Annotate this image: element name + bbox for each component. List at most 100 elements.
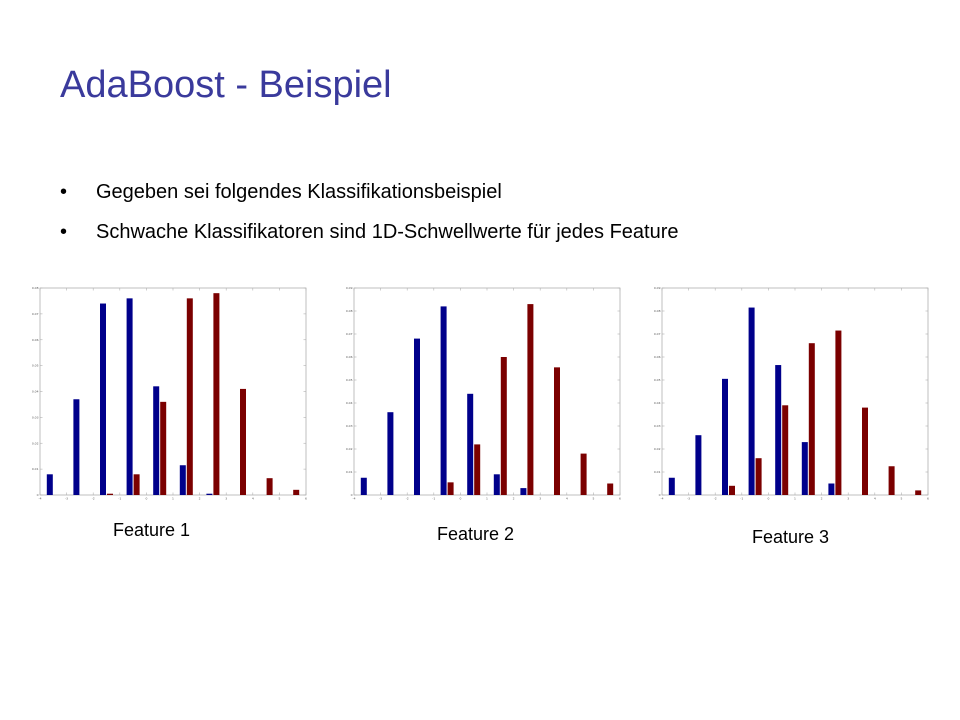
y-tick-label: 0.06 (654, 355, 661, 359)
bar-red (447, 482, 454, 495)
bar-blue (387, 412, 394, 495)
x-tick-label: 2 (513, 497, 515, 501)
x-tick-label: 4 (566, 497, 568, 501)
x-tick-label: -4 (39, 497, 42, 501)
bar-red (755, 458, 762, 495)
y-tick-label: 0.04 (654, 401, 661, 405)
histogram-feature-3: 0 0.01 0.02 0.03 0.04 0.05 0.06 0.07 0.08 0.09 -4 -… (650, 283, 940, 503)
y-tick-label: 0 (659, 493, 661, 497)
bar-red (213, 293, 220, 495)
plot-frame (661, 287, 929, 496)
y-tick-label: 0.07 (32, 312, 39, 316)
bar-blue (668, 477, 675, 495)
x-tick-label: 3 (847, 497, 849, 501)
bar-red (554, 367, 560, 495)
bar-blue (493, 474, 500, 495)
histogram-svg: 0 0.01 0.02 0.03 0.04 0.05 0.06 0.07 0.08 -4 -3 -2 -… (32, 286, 307, 501)
x-tick-label: -3 (687, 497, 690, 501)
bar-red (500, 357, 507, 495)
x-tick-label: -4 (353, 497, 356, 501)
y-tick-label: 0.04 (346, 401, 353, 405)
x-tick-label: 5 (592, 497, 594, 501)
bar-blue (46, 474, 53, 495)
x-tick-label: -3 (379, 497, 382, 501)
bar-blue (695, 435, 702, 495)
x-tick-label: -1 (118, 497, 121, 501)
plot-frame (353, 287, 621, 496)
histogram-feature-1: 0 0.01 0.02 0.03 0.04 0.05 0.06 0.07 0.08 -4 -3 -2 -… (28, 283, 318, 503)
bar-red (266, 478, 273, 495)
y-tick-label: 0 (351, 493, 353, 497)
x-tick-label: 0 (459, 497, 461, 501)
plot-frame (39, 287, 307, 496)
bullet-item: • Schwache Klassifikatoren sind 1D-Schwe… (60, 214, 679, 254)
y-tick-label: 0.03 (32, 415, 39, 419)
bar-blue (775, 365, 782, 495)
y-tick-label: 0 (37, 493, 39, 497)
x-tick-label: -1 (740, 497, 743, 501)
bar-red (293, 489, 300, 495)
y-tick-label: 0.08 (346, 309, 353, 313)
bar-blue (73, 399, 80, 495)
feature-3-label: Feature 3 (752, 527, 830, 547)
y-tick-label: 0.05 (654, 378, 661, 382)
x-tick-label: 6 (305, 497, 307, 501)
y-tick-label: 0.07 (346, 332, 353, 336)
x-tick-label: 2 (199, 497, 201, 501)
bar-blue (440, 306, 447, 495)
bullet-item: • Gegeben sei folgendes Klassifikationsb… (60, 174, 679, 214)
bullet-text: Schwache Klassifikatoren sind 1D-Schwell… (96, 221, 679, 243)
x-tick-label: 0 (767, 497, 769, 501)
bar-blue (467, 393, 474, 495)
bullet-marker: • (60, 181, 68, 203)
bar-red (580, 453, 587, 495)
histogram-svg: 0 0.01 0.02 0.03 0.04 0.05 0.06 0.07 0.08 0.09 -4 -… (654, 286, 929, 501)
bar-red (160, 401, 167, 495)
bar-blue (153, 386, 160, 495)
bullet-list: • Gegeben sei folgendes Klassifikationsb… (60, 174, 679, 254)
y-tick-label: 0.06 (32, 338, 39, 342)
x-tick-label: 3 (539, 497, 541, 501)
bar-red (607, 483, 614, 495)
bar-red (729, 485, 735, 495)
x-tick-label: 4 (252, 497, 254, 501)
x-tick-label: -4 (661, 497, 664, 501)
bar-red (186, 298, 193, 495)
x-tick-label: 4 (874, 497, 876, 501)
bar-red (133, 474, 140, 495)
slide-title: AdaBoost - Beispiel (60, 64, 392, 106)
x-tick-label: 6 (927, 497, 929, 501)
bar-blue (828, 483, 835, 495)
y-tick-label: 0.08 (654, 309, 661, 313)
bar-red (915, 490, 922, 495)
y-tick-label: 0.01 (654, 470, 661, 474)
y-tick-label: 0.04 (32, 390, 39, 394)
bar-red (527, 304, 534, 495)
bar-blue (126, 298, 133, 495)
y-tick-label: 0.02 (32, 441, 39, 445)
bar-red (835, 330, 842, 495)
histogram-svg: 0 0.01 0.02 0.03 0.04 0.05 0.06 0.07 0.08 0.09 -4 -… (346, 286, 621, 501)
x-tick-label: 1 (794, 497, 796, 501)
y-tick-label: 0.09 (346, 286, 353, 290)
bar-blue (520, 488, 527, 495)
y-tick-label: 0.06 (346, 355, 353, 359)
histogram-feature-2: 0 0.01 0.02 0.03 0.04 0.05 0.06 0.07 0.08 0.09 -4 -… (342, 283, 632, 503)
y-tick-label: 0.03 (346, 424, 353, 428)
bar-red (808, 343, 815, 495)
bullet-marker: • (60, 221, 68, 243)
y-tick-label: 0.05 (346, 378, 353, 382)
bar-blue (360, 477, 367, 495)
x-tick-label: 2 (821, 497, 823, 501)
bullet-text: Gegeben sei folgendes Klassifikationsbei… (96, 181, 502, 203)
y-tick-label: 0.07 (654, 332, 661, 336)
bar-blue (100, 303, 106, 495)
y-tick-label: 0.08 (32, 286, 39, 290)
feature-1-label: Feature 1 (113, 520, 191, 540)
x-tick-label: -2 (92, 497, 95, 501)
y-tick-label: 0.05 (32, 364, 39, 368)
bar-red (240, 388, 246, 495)
x-tick-label: 0 (145, 497, 147, 501)
x-tick-label: 6 (619, 497, 621, 501)
x-tick-label: 3 (225, 497, 227, 501)
